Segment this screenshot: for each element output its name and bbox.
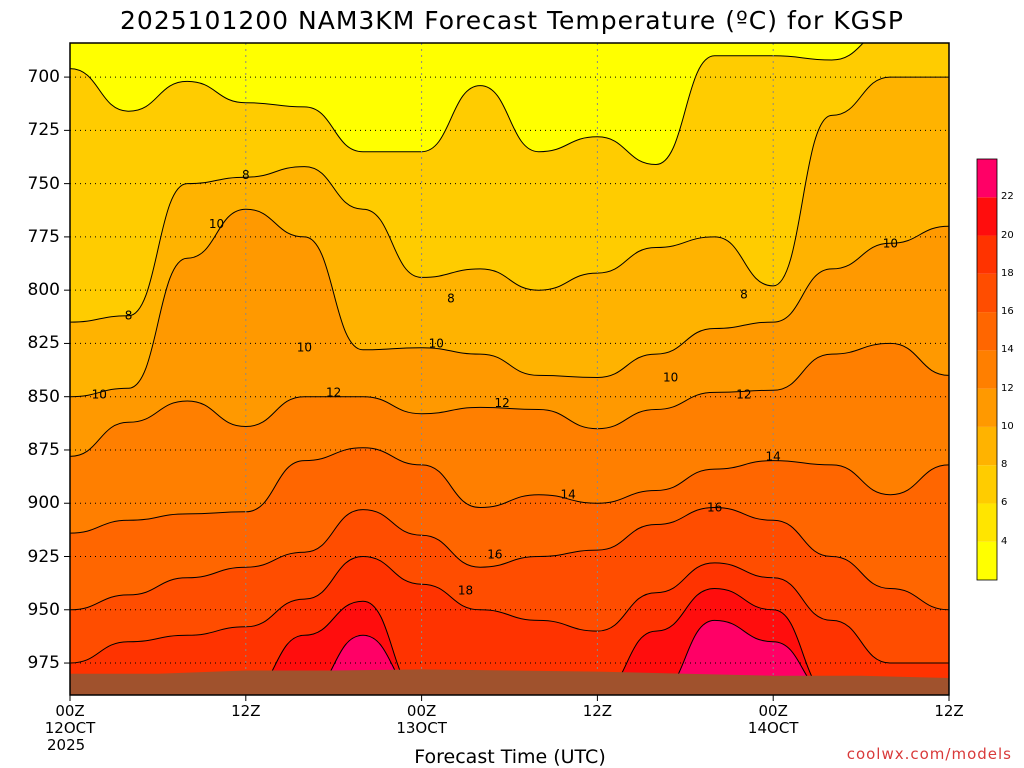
contour-label: 12 xyxy=(326,385,341,399)
contour-label: 10 xyxy=(92,388,107,402)
isotherm-20 xyxy=(70,587,949,695)
contour-label: 8 xyxy=(447,292,455,306)
x-tick-label: 12Z xyxy=(231,702,261,720)
x-tick-label: 12Z xyxy=(582,702,613,720)
x-tick-year-label: 2025 xyxy=(47,736,86,754)
y-tick-label: 875 xyxy=(27,439,60,460)
colorbar-label: 4 xyxy=(1001,535,1008,547)
contour-label: 14 xyxy=(560,488,575,502)
colorbar-label: 22 xyxy=(1001,191,1014,203)
colorbar-label: 6 xyxy=(1001,497,1008,509)
colorbar-frame xyxy=(976,158,998,581)
colorbar-label: 14 xyxy=(1001,344,1014,356)
chart-title: 2025101200 NAM3KM Forecast Temperature (… xyxy=(120,6,904,35)
contour-label: 8 xyxy=(740,287,748,301)
y-tick-label: 750 xyxy=(27,173,60,194)
isotherm-12 xyxy=(70,342,949,457)
contour-label: 12 xyxy=(495,396,510,410)
colorbar-segment xyxy=(977,388,997,427)
isotherm-22 xyxy=(70,619,949,695)
isotherm-14 xyxy=(70,447,949,534)
isotherm-18 xyxy=(70,555,949,664)
source-credit: coolwx.com/models xyxy=(846,745,1012,763)
contour-label-layer: 8 8 8 8 10 10 10 10 10 10 12 12 12 14 14 16 16 18 xyxy=(92,168,898,597)
isotherm-contour-lines xyxy=(70,43,949,695)
colorbar-label: 16 xyxy=(1001,306,1014,318)
colorbar-segment xyxy=(977,159,997,198)
x-axis-title: Forecast Time (UTC) xyxy=(414,746,606,768)
colorbar-label: 12 xyxy=(1001,382,1014,394)
contour-label: 16 xyxy=(487,547,502,561)
contour-label: 10 xyxy=(297,341,312,355)
y-tick-label: 925 xyxy=(27,546,60,567)
colorbar xyxy=(976,158,998,581)
colorbar-label: 18 xyxy=(1001,267,1014,279)
axis-ticks xyxy=(64,76,950,701)
contour-label: 8 xyxy=(125,309,133,323)
y-tick-label: 825 xyxy=(27,333,60,354)
contour-label: 14 xyxy=(766,449,781,463)
colorbar-segment xyxy=(977,541,997,580)
contour-label: 10 xyxy=(663,371,678,385)
x-tick-label: 12OCT xyxy=(44,719,96,737)
colorbar-segment xyxy=(977,273,997,313)
y-tick-label: 800 xyxy=(27,280,60,301)
plot-grid xyxy=(70,43,949,695)
contour-label: 10 xyxy=(429,336,444,350)
y-tick-label: 775 xyxy=(27,226,60,247)
terrain-ground-band xyxy=(70,669,949,695)
y-tick-label: 900 xyxy=(27,493,60,514)
colorbar-segment xyxy=(977,350,997,389)
y-tick-label: 725 xyxy=(27,120,60,141)
contour-label: 10 xyxy=(209,217,224,231)
plot-frame xyxy=(69,42,950,696)
isotherm-6 xyxy=(70,43,864,166)
colorbar-segment xyxy=(977,465,997,504)
colorbar-segment xyxy=(977,312,997,351)
colorbar-segment xyxy=(977,235,997,274)
x-tick-label: 13OCT xyxy=(396,719,447,737)
x-tick-label: 14OCT xyxy=(747,719,799,737)
colorbar-segment xyxy=(977,503,997,542)
colorbar-label: 8 xyxy=(1001,459,1008,471)
x-tick-label: 12Z xyxy=(934,702,964,720)
y-tick-label: 850 xyxy=(27,386,60,407)
isotherm-10 xyxy=(70,208,949,398)
y-tick-label: 700 xyxy=(27,67,60,88)
x-tick-label: 00Z xyxy=(758,702,788,720)
contour-label: 18 xyxy=(458,584,473,598)
x-tick-label: 00Z xyxy=(406,702,437,720)
contour-label: 12 xyxy=(736,388,751,402)
contour-label: 10 xyxy=(883,236,898,250)
contour-label: 8 xyxy=(242,168,250,182)
isotherm-16 xyxy=(70,506,949,611)
colorbar-label: 20 xyxy=(1001,229,1014,241)
y-tick-label: 975 xyxy=(27,653,60,674)
colorbar-segment xyxy=(977,197,997,236)
x-tick-label: 00Z xyxy=(55,702,85,720)
colorbar-label: 10 xyxy=(1001,420,1014,432)
colorbar-segment xyxy=(977,426,997,466)
isotherm-8 xyxy=(70,76,949,323)
temperature-fill-bands xyxy=(70,43,949,695)
y-tick-label: 950 xyxy=(27,599,60,620)
contour-label: 16 xyxy=(707,500,722,514)
